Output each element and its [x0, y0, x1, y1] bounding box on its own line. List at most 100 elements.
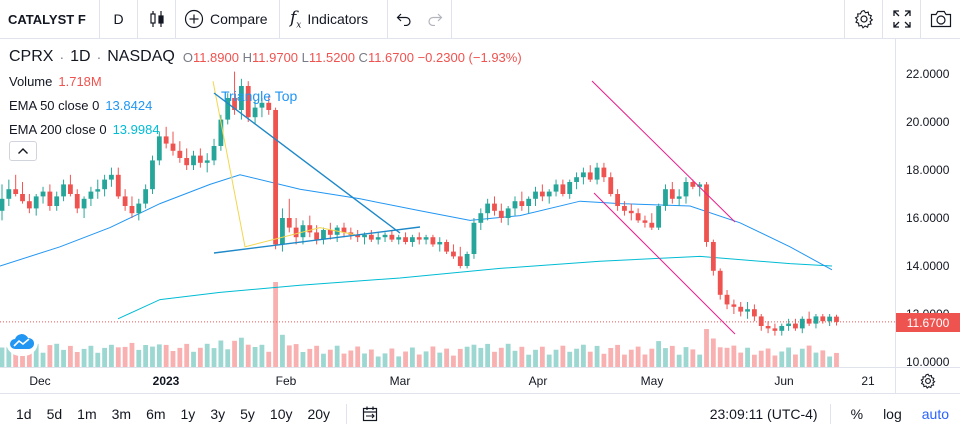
volume-bar	[793, 354, 798, 367]
volume-bar	[293, 344, 299, 367]
candle-body	[184, 158, 190, 166]
gear-icon	[920, 373, 936, 389]
snapshot-button[interactable]	[920, 0, 960, 38]
volume-bar	[464, 346, 470, 367]
volume-bar	[307, 348, 313, 367]
undo-icon[interactable]	[396, 12, 412, 26]
range-button-1y[interactable]: 1y	[180, 406, 196, 422]
candle-body	[239, 86, 244, 110]
volume-bar	[266, 351, 272, 367]
compare-label: Compare	[210, 11, 268, 27]
candle-body	[300, 225, 306, 238]
volume-bar	[622, 354, 627, 367]
auto-scale-toggle[interactable]: auto	[921, 406, 949, 422]
candle-body	[574, 177, 579, 182]
range-button-10y[interactable]: 10y	[269, 406, 293, 422]
candle-body	[430, 237, 436, 245]
collapse-legend-button[interactable]	[9, 141, 37, 161]
volume-bar	[122, 346, 128, 367]
candle-body	[587, 172, 593, 180]
volume-label: Volume	[9, 73, 53, 89]
interval-button[interactable]: D	[100, 0, 138, 38]
range-button-3y[interactable]: 3y	[210, 406, 226, 422]
price-axis[interactable]: 22.000020.000018.000016.000014.000012.00…	[895, 39, 960, 369]
volume-bar	[519, 346, 525, 367]
triangle-upper-trendline	[213, 92, 401, 234]
candle-body	[567, 182, 573, 194]
volume-bar	[628, 349, 634, 367]
fullscreen-button[interactable]	[882, 0, 920, 38]
volume-bar	[587, 351, 593, 367]
candle-body	[314, 232, 320, 240]
range-button-6m[interactable]: 6m	[146, 406, 166, 422]
legend-symbol[interactable]: CPRX	[9, 48, 54, 65]
volume-bar	[74, 352, 80, 367]
candle-body	[273, 110, 278, 245]
candle-body	[683, 182, 689, 197]
range-button-5d[interactable]: 5d	[46, 406, 63, 422]
ema50-legend-row[interactable]: EMA 50 close 0 13.8424	[9, 93, 522, 117]
candle-body	[690, 182, 696, 187]
range-button-5y[interactable]: 5y	[240, 406, 255, 422]
indicators-button[interactable]: fx Indicators	[280, 0, 388, 38]
volume-legend-row[interactable]: Volume 1.718M	[9, 69, 522, 93]
volume-bar	[710, 338, 716, 367]
bottom-right-controls: 23:09:11 (UTC-4) % log auto	[710, 395, 960, 433]
candle-body	[546, 191, 552, 197]
candle-body	[266, 102, 272, 110]
clock-timezone[interactable]: 23:09:11 (UTC-4)	[709, 406, 818, 422]
candle-body	[74, 194, 80, 209]
redo-icon[interactable]	[427, 12, 443, 26]
triangle-top-pattern-label[interactable]: Triangle Top	[221, 88, 298, 104]
candle-body	[444, 242, 449, 252]
tradingview-logo[interactable]	[6, 328, 38, 356]
volume-bar	[68, 345, 73, 367]
go-to-date-button[interactable]	[361, 406, 379, 422]
time-axis[interactable]: Dec 2023 Feb Mar Apr May Jun 21	[0, 367, 960, 394]
volume-bar	[615, 344, 620, 367]
volume-bar	[704, 329, 709, 367]
settings-button[interactable]	[844, 0, 882, 38]
candle-body	[724, 294, 730, 305]
candle-body	[464, 254, 470, 266]
volume-bar	[163, 344, 169, 367]
chart-settings-button[interactable]	[895, 368, 960, 394]
volume-bar	[47, 345, 53, 367]
price-axis-label: 10.0000	[906, 355, 950, 369]
volume-bar	[88, 345, 94, 367]
log-scale-toggle[interactable]: log	[883, 406, 902, 422]
range-button-20y[interactable]: 20y	[307, 406, 331, 422]
candle-body	[88, 191, 94, 199]
price-axis-label: 20.0000	[906, 115, 950, 129]
top-toolbar: CATALYST F D Compare fx Indicators	[0, 0, 960, 39]
percent-scale-toggle[interactable]: %	[850, 406, 864, 422]
ema200-legend-row[interactable]: EMA 200 close 0 13.9984	[9, 117, 522, 141]
time-axis-label: 2023	[152, 374, 180, 388]
candle-body	[197, 155, 203, 163]
range-button-1d[interactable]: 1d	[16, 406, 32, 422]
candle-body	[457, 256, 463, 266]
symbol-search-button[interactable]: CATALYST F	[0, 0, 100, 38]
candle-body	[170, 143, 176, 151]
divider	[829, 404, 831, 424]
volume-bar	[382, 353, 388, 367]
volume-bar	[786, 347, 791, 367]
volume-bar	[321, 353, 326, 367]
volume-bar	[245, 344, 251, 367]
candle-body	[355, 234, 361, 238]
main-chart-pane[interactable]	[0, 39, 895, 367]
candle-body	[232, 98, 237, 110]
volume-bar	[820, 350, 826, 367]
range-button-3m[interactable]: 3m	[111, 406, 132, 422]
candle-body	[451, 251, 456, 257]
compare-button[interactable]: Compare	[176, 0, 280, 38]
candle-body	[259, 102, 265, 108]
candle-body	[738, 306, 744, 312]
candle-body	[478, 213, 484, 223]
volume-bar	[54, 343, 60, 367]
candle-body	[601, 167, 607, 178]
chart-type-button[interactable]	[138, 0, 176, 38]
range-button-1m[interactable]: 1m	[77, 406, 97, 422]
candle-body	[136, 203, 142, 214]
candle-body	[416, 237, 422, 240]
